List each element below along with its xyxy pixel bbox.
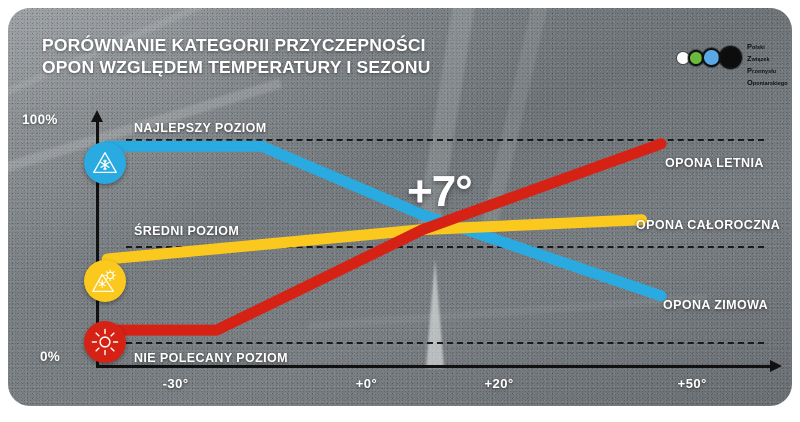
crossover-temperature-label: +7°: [407, 167, 473, 216]
logo-line-4: Oponiarskiego: [747, 77, 788, 87]
three-peak-mountain-snowflake-icon: [84, 142, 126, 184]
page-title: PORÓWNANIE KATEGORII PRZYCZEPNOŚCI OPON …: [42, 34, 462, 79]
logo-line-2: Związek: [747, 53, 770, 63]
x-axis-arrow-icon: [770, 360, 782, 372]
level-line-medium: [126, 246, 764, 248]
logo-line-1: Polski: [747, 42, 765, 51]
legend-label-allseason: OPONA CAŁOROCZNA: [636, 218, 781, 232]
mountain-snowflake-sun-icon: [84, 260, 126, 302]
y-axis-line: [96, 120, 99, 367]
logo-dot-white-icon: [677, 52, 689, 64]
y-axis-tick-100: 100%: [22, 112, 58, 127]
pzpo-logo[interactable]: Polski Związek Przemysłu Oponiarskiego: [677, 41, 789, 87]
x-axis-line: [96, 365, 772, 368]
x-axis-tick-0: -30°: [162, 376, 189, 391]
y-axis-tick-0: 0%: [40, 349, 61, 364]
y-axis-arrow-icon: [91, 110, 103, 122]
level-label-medium: ŚREDNI POZIOM: [134, 224, 240, 238]
x-axis-tick-3: +50°: [677, 376, 707, 391]
logo-line-3: Przemysłu: [747, 65, 777, 75]
level-line-best: [126, 139, 764, 141]
sun-icon: [84, 321, 126, 363]
logo-dot-black-icon: [719, 46, 742, 69]
level-line-notrecommended: [126, 342, 764, 344]
series-line-opona-letnia: [101, 138, 667, 336]
title-line-1: PORÓWNANIE KATEGORII PRZYCZEPNOŚCI: [42, 35, 426, 55]
logo-text: Polski Związek Przemysłu Oponiarskiego: [747, 41, 788, 89]
title-line-2: OPON WZGLĘDEM TEMPERATURY I SEZONU: [42, 57, 431, 78]
chart-plot-area: [101, 138, 667, 336]
road-marking-wedge: [426, 258, 444, 368]
x-axis-tick-2: +20°: [484, 376, 514, 391]
asphalt-card: PORÓWNANIE KATEGORII PRZYCZEPNOŚCI OPON …: [8, 8, 792, 406]
legend-label-summer: OPONA LETNIA: [665, 156, 764, 170]
x-axis-tick-1: +0°: [355, 376, 378, 391]
legend-label-winter: OPONA ZIMOWA: [663, 298, 769, 312]
level-label-notrecommended: NIE POLECANY POZIOM: [134, 351, 288, 365]
series-line-opona-zimowa: [101, 140, 667, 302]
level-label-best: NAJLEPSZY POZIOM: [134, 121, 267, 135]
